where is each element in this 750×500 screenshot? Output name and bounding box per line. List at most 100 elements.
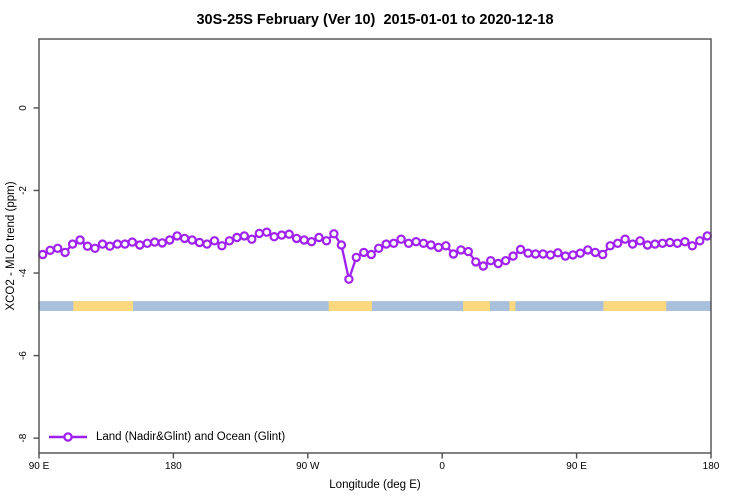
- coverage-band-highlight: [73, 301, 134, 312]
- legend: Land (Nadir&Glint) and Ocean (Glint): [48, 430, 285, 444]
- data-point: [553, 248, 563, 258]
- data-point: [568, 250, 578, 260]
- axes-layer: 90 E 180 90 W 0 90 E 180 0 -2 -4 -6 -8: [18, 38, 720, 472]
- data-point: [284, 229, 294, 239]
- data-point: [598, 249, 608, 260]
- legend-label: Land (Nadir&Glint) and Ocean (Glint): [96, 431, 286, 443]
- data-point: [172, 231, 182, 241]
- x-tick-label: 90 W: [296, 461, 320, 472]
- data-point: [217, 241, 227, 251]
- data-point: [164, 235, 175, 245]
- data-point: [53, 243, 63, 253]
- data-point: [650, 239, 660, 249]
- x-tick-label: 90 E: [566, 461, 587, 472]
- data-point: [149, 237, 160, 247]
- data-point: [396, 234, 406, 244]
- data-point: [105, 241, 115, 251]
- data-point: [418, 238, 429, 248]
- data-point: [493, 258, 503, 269]
- data-point: [262, 227, 272, 237]
- data-point: [202, 239, 212, 249]
- data-point: [605, 241, 615, 251]
- data-point: [560, 251, 571, 261]
- data-point: [232, 232, 242, 243]
- data-point: [135, 240, 145, 250]
- data-point: [194, 237, 205, 248]
- data-point: [67, 239, 78, 249]
- data-point: [75, 235, 85, 245]
- data-point: [60, 247, 70, 258]
- data-point: [515, 244, 526, 255]
- data-point: [291, 233, 302, 244]
- x-tick-label: 0: [439, 461, 445, 472]
- data-point: [187, 235, 197, 245]
- data-point: [254, 228, 264, 239]
- data-point: [224, 236, 235, 246]
- data-point: [314, 232, 324, 243]
- data-point: [374, 243, 384, 253]
- x-axis-title: Longitude (deg E): [329, 479, 421, 491]
- x-tick-label: 180: [703, 461, 720, 472]
- data-point: [702, 231, 713, 241]
- data-point: [247, 234, 257, 244]
- y-tick-label: -8: [18, 433, 29, 442]
- data-point: [635, 236, 645, 246]
- data-point: [672, 238, 683, 248]
- data-point: [523, 248, 533, 258]
- x-tick-label: 180: [165, 461, 182, 472]
- data-point: [433, 242, 444, 253]
- chart-title: 30S-25S February (Ver 10) 2015-01-01 to …: [196, 12, 554, 28]
- data-point: [695, 236, 705, 246]
- data-point: [530, 249, 541, 259]
- data-point: [381, 239, 391, 249]
- data-point: [112, 239, 123, 249]
- data-point: [269, 231, 279, 242]
- data-point: [82, 241, 93, 251]
- data-point: [538, 249, 548, 259]
- data-point: [277, 230, 287, 240]
- x-tick-label: 90 E: [29, 461, 50, 472]
- data-point: [45, 245, 55, 255]
- coverage-band-layer: [39, 301, 711, 312]
- data-point: [471, 257, 481, 267]
- data-point: [157, 238, 167, 248]
- data-point: [627, 239, 638, 249]
- data-point: [389, 238, 399, 248]
- data-point: [583, 245, 593, 255]
- data-point: [179, 233, 190, 244]
- y-tick-label: 0: [18, 105, 29, 111]
- data-point: [38, 249, 48, 260]
- plot-border: [38, 38, 712, 454]
- data-point: [426, 240, 436, 250]
- data-point: [299, 235, 309, 245]
- data-point: [366, 249, 376, 260]
- y-axis-title: XCO2 - MLO trend (ppm): [5, 181, 17, 311]
- coverage-band-highlight: [603, 301, 667, 312]
- data-point: [321, 236, 332, 246]
- data-point: [306, 236, 317, 247]
- data-point: [657, 238, 668, 248]
- data-point: [613, 238, 623, 248]
- data-point: [456, 245, 466, 255]
- y-tick-label: -6: [18, 351, 29, 360]
- coverage-band-highlight: [328, 301, 373, 312]
- data-point: [665, 237, 675, 248]
- data-point: [680, 236, 690, 247]
- data-point: [336, 240, 347, 250]
- data-point: [90, 243, 100, 253]
- coverage-band-highlight: [463, 301, 490, 312]
- data-point: [351, 252, 361, 263]
- data-point: [344, 274, 354, 284]
- data-point: [403, 238, 414, 248]
- data-point: [590, 247, 601, 258]
- data-point: [478, 261, 488, 271]
- data-point: [642, 240, 653, 250]
- data-point: [687, 241, 698, 251]
- coverage-band-highlight: [509, 301, 516, 312]
- y-tick-label: -4: [18, 268, 29, 277]
- data-point: [545, 250, 556, 260]
- data-point: [209, 236, 220, 246]
- data-point: [411, 236, 421, 247]
- data-point: [97, 239, 108, 249]
- series-layer: [38, 227, 713, 284]
